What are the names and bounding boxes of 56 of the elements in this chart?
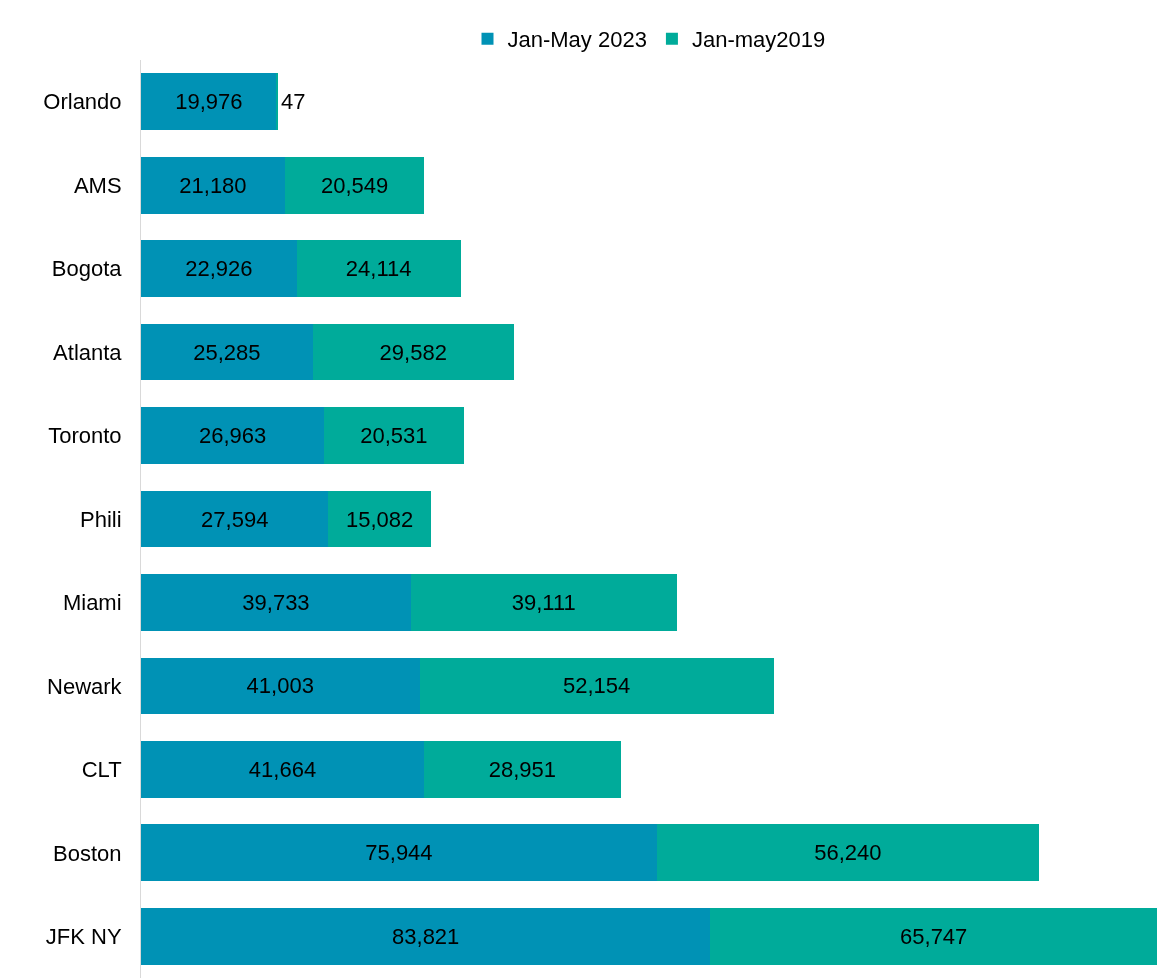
bar bbox=[141, 240, 297, 298]
bar bbox=[141, 740, 425, 798]
y-tick-label: Miami bbox=[62, 590, 122, 616]
bar bbox=[410, 574, 677, 631]
data-label: 75,944 bbox=[365, 840, 433, 866]
bar bbox=[141, 574, 411, 631]
data-label: 25,285 bbox=[193, 339, 261, 365]
data-label: 65,747 bbox=[900, 923, 968, 949]
data-label: 28,951 bbox=[488, 756, 556, 782]
data-label: 41,003 bbox=[246, 673, 314, 699]
data-label: 56,240 bbox=[814, 840, 882, 866]
bar bbox=[324, 407, 464, 464]
data-label: 24,114 bbox=[345, 256, 412, 282]
data-label: 39,111 bbox=[511, 589, 576, 615]
bar bbox=[141, 73, 277, 131]
bar bbox=[141, 407, 325, 464]
y-tick-label: JFK NY bbox=[45, 923, 122, 949]
data-label: 20,531 bbox=[360, 423, 428, 449]
bar bbox=[141, 156, 285, 214]
y-tick-label: Newark bbox=[47, 673, 123, 699]
data-label: 83,821 bbox=[392, 923, 460, 949]
data-label: 29,582 bbox=[379, 339, 447, 365]
y-tick-label: Phili bbox=[80, 506, 122, 532]
bar bbox=[141, 824, 657, 882]
bar bbox=[141, 323, 313, 381]
bar bbox=[419, 657, 774, 715]
y-tick-label: Atlanta bbox=[53, 339, 123, 365]
data-label: 39,733 bbox=[242, 589, 310, 615]
y-tick-label: Toronto bbox=[48, 423, 122, 449]
bar bbox=[141, 657, 420, 715]
bar bbox=[656, 824, 1039, 882]
bar bbox=[141, 490, 329, 548]
legend-label: Jan-May 2023 bbox=[507, 27, 647, 53]
data-label: 21,180 bbox=[179, 172, 247, 198]
y-tick-label: AMS bbox=[73, 172, 122, 198]
bar bbox=[284, 156, 425, 214]
data-label: 15,082 bbox=[346, 506, 414, 532]
legend-label: Jan-may2019 bbox=[691, 27, 826, 53]
bar bbox=[710, 907, 1157, 965]
data-label: 47 bbox=[281, 89, 306, 115]
y-tick-label: CLT bbox=[81, 757, 122, 783]
bar bbox=[328, 490, 431, 548]
bar bbox=[141, 907, 711, 965]
y-tick-label: Boston bbox=[53, 840, 122, 866]
bar bbox=[312, 323, 514, 381]
y-tick-label: Orlando bbox=[43, 89, 122, 115]
y-tick-label: Bogota bbox=[51, 256, 123, 282]
data-label: 22,926 bbox=[185, 256, 253, 282]
data-label: 19,976 bbox=[175, 89, 243, 115]
bar bbox=[424, 740, 621, 798]
data-label: 41,664 bbox=[248, 756, 317, 782]
bar bbox=[296, 240, 461, 298]
data-label: 26,963 bbox=[198, 423, 267, 449]
data-label: 27,594 bbox=[201, 506, 269, 532]
data-label: 20,549 bbox=[321, 172, 389, 198]
data-label: 52,154 bbox=[563, 673, 631, 699]
